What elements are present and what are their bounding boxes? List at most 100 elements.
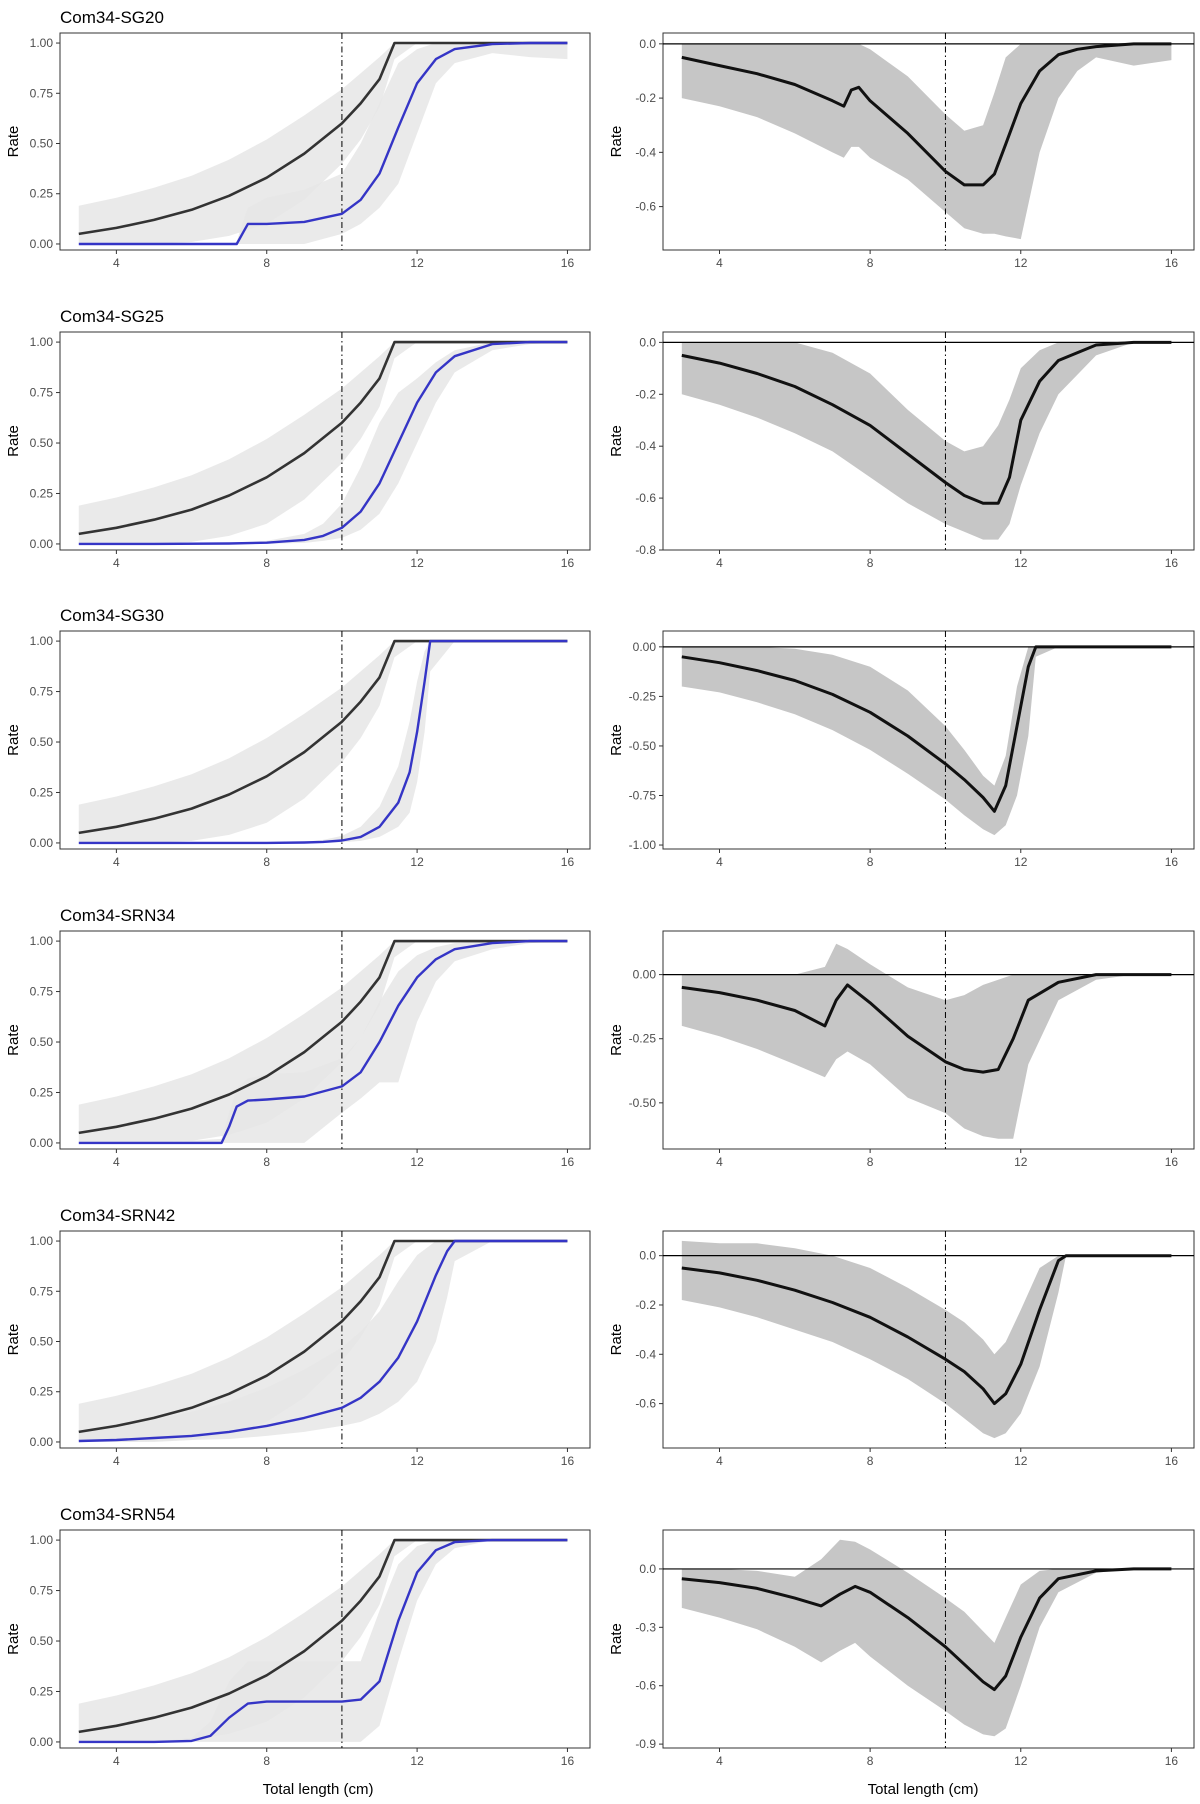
chart-sg25-selectivity-series-line-2 bbox=[78, 340, 568, 546]
chart-srn42-selectivity-x-tick-label: 12 bbox=[410, 1454, 424, 1468]
chart-srn42-delta-y-tick-label: -0.6 bbox=[635, 1397, 656, 1411]
chart-srn54-selectivity-band-1 bbox=[78, 1540, 568, 1742]
chart-sg30-selectivity-band-1 bbox=[78, 641, 568, 843]
chart-srn34-selectivity-x-tick-label: 8 bbox=[263, 1155, 270, 1169]
chart-sg30-selectivity-series-line-2 bbox=[78, 639, 568, 845]
chart-srn54-selectivity: 4 8 12 16 0.00 0.25 0.50 0.75 1.00 Rate Com34-SRN5… bbox=[5, 1505, 591, 1768]
chart-srn34-delta-plot-area bbox=[663, 931, 1194, 1149]
chart-srn54-selectivity-x-tick-label: 16 bbox=[561, 1754, 575, 1768]
chart-srn54-selectivity-title: Com34-SRN54 bbox=[60, 1505, 175, 1524]
chart-sg30-selectivity-x-tick-label: 4 bbox=[113, 855, 120, 869]
chart-sg25-selectivity-x-tick-label: 8 bbox=[263, 556, 270, 570]
chart-sg30-delta-y-tick-label: -1.00 bbox=[629, 838, 657, 852]
chart-sg20-delta-x-tick-label: 8 bbox=[867, 256, 874, 270]
chart-sg20-selectivity-y-tick-label: 1.00 bbox=[30, 36, 54, 50]
chart-srn54-delta-y-tick-label: -0.9 bbox=[635, 1737, 656, 1751]
chart-sg20-selectivity-band-1 bbox=[78, 43, 568, 244]
chart-sg30-delta-plot-area bbox=[663, 631, 1194, 849]
chart-srn42-selectivity-y-tick-label: 0.75 bbox=[30, 1284, 54, 1298]
chart-sg30-selectivity: 4 8 12 16 0.00 0.25 0.50 0.75 1.00 Rate Com34-SG30 bbox=[5, 606, 591, 869]
chart-srn54-selectivity-x-tick-label: 12 bbox=[410, 1754, 424, 1768]
chart-srn34-delta: 4 8 12 16 0.00 -0.25 -0.50 Rate bbox=[608, 930, 1195, 1169]
chart-sg25-selectivity-x-tick-label: 12 bbox=[410, 556, 424, 570]
chart-sg20-delta-y-tick-label: 0.0 bbox=[639, 37, 656, 51]
chart-sg30-delta-y-tick-label: 0.00 bbox=[633, 640, 657, 654]
x-axis-title-right: Total length (cm) bbox=[868, 1781, 979, 1798]
chart-sg30-selectivity-x-tick-label: 12 bbox=[410, 855, 424, 869]
chart-sg20-delta-plot-area bbox=[663, 33, 1194, 250]
chart-sg20-delta-band-1 bbox=[681, 43, 1172, 240]
chart-sg25-delta-y-tick-label: -0.2 bbox=[635, 387, 656, 401]
chart-srn54-delta-y-tick-label: -0.3 bbox=[635, 1620, 656, 1634]
chart-sg20-selectivity-y-tick-label: 0.75 bbox=[30, 86, 54, 100]
chart-srn54-delta-y-tick-label: 0.0 bbox=[639, 1562, 656, 1576]
chart-srn54-delta-x-tick-label: 16 bbox=[1165, 1754, 1179, 1768]
chart-srn34-selectivity-series-line-2 bbox=[78, 939, 568, 1145]
chart-srn54-selectivity-y-tick-label: 0.50 bbox=[30, 1634, 54, 1648]
chart-sg20-delta-y-axis-title: Rate bbox=[608, 126, 625, 158]
chart-srn34-delta-band-1 bbox=[681, 943, 1172, 1139]
chart-sg25-selectivity: 4 8 12 16 0.00 0.25 0.50 0.75 1.00 Rate Com34-SG25 bbox=[5, 307, 591, 570]
chart-sg25-selectivity-y-tick-label: 0.25 bbox=[30, 486, 54, 500]
chart-sg25-selectivity-y-axis-title: Rate bbox=[5, 425, 22, 457]
chart-sg30-selectivity-y-tick-label: 0.00 bbox=[30, 836, 54, 850]
chart-srn54-selectivity-y-axis-title: Rate bbox=[5, 1623, 22, 1655]
chart-srn34-delta-y-axis-title: Rate bbox=[608, 1024, 625, 1056]
chart-sg20-selectivity-x-tick-label: 4 bbox=[113, 256, 120, 270]
chart-sg30-selectivity-x-tick-label: 8 bbox=[263, 855, 270, 869]
chart-sg25-delta-x-tick-label: 12 bbox=[1014, 556, 1028, 570]
chart-srn34-selectivity-title: Com34-SRN34 bbox=[60, 906, 175, 925]
chart-srn42-delta-x-tick-label: 12 bbox=[1014, 1454, 1028, 1468]
chart-srn42-selectivity-x-tick-label: 16 bbox=[561, 1454, 575, 1468]
chart-srn34-selectivity-y-axis-title: Rate bbox=[5, 1024, 22, 1056]
chart-sg25-selectivity-y-tick-label: 0.00 bbox=[30, 537, 54, 551]
chart-sg30-selectivity-y-tick-label: 1.00 bbox=[30, 634, 54, 648]
chart-srn54-delta: 4 8 12 16 0.0 -0.3 -0.6 -0.9 Rate bbox=[608, 1529, 1195, 1768]
chart-srn54-delta-x-tick-label: 4 bbox=[716, 1754, 723, 1768]
chart-srn54-delta-x-tick-label: 12 bbox=[1014, 1754, 1028, 1768]
chart-srn42-selectivity-band-1 bbox=[78, 1241, 568, 1442]
chart-sg20-selectivity-series-line-2 bbox=[78, 41, 568, 246]
chart-srn42-selectivity-y-tick-label: 1.00 bbox=[30, 1234, 54, 1248]
chart-sg30-delta-y-tick-label: -0.50 bbox=[629, 739, 657, 753]
chart-sg20-selectivity-y-tick-label: 0.50 bbox=[30, 137, 54, 151]
chart-sg30-delta-x-tick-label: 12 bbox=[1014, 855, 1028, 869]
chart-srn54-delta-x-tick-label: 8 bbox=[867, 1754, 874, 1768]
chart-srn54-selectivity-series-line-2 bbox=[78, 1538, 568, 1744]
chart-sg20-delta: 4 8 12 16 0.0 -0.2 -0.4 -0.6 Rate bbox=[608, 32, 1195, 270]
chart-sg25-delta-y-tick-label: -0.4 bbox=[635, 439, 656, 453]
chart-srn42-delta-x-tick-label: 16 bbox=[1165, 1454, 1179, 1468]
chart-sg20-delta-series-line-1 bbox=[681, 42, 1172, 187]
chart-srn42-selectivity-x-tick-label: 4 bbox=[113, 1454, 120, 1468]
chart-sg20-selectivity-x-tick-label: 16 bbox=[561, 256, 575, 270]
chart-srn34-delta-x-tick-label: 8 bbox=[867, 1155, 874, 1169]
chart-srn54-selectivity-y-tick-label: 0.00 bbox=[30, 1735, 54, 1749]
chart-sg25-delta: 4 8 12 16 0.0 -0.2 -0.4 -0.6 -0.8 Rate bbox=[608, 331, 1195, 570]
chart-srn42-selectivity-x-tick-label: 8 bbox=[263, 1454, 270, 1468]
chart-srn42-delta-series-line-1 bbox=[681, 1254, 1172, 1406]
chart-sg20-selectivity-x-tick-label: 8 bbox=[263, 256, 270, 270]
chart-sg20-delta-x-tick-label: 4 bbox=[716, 256, 723, 270]
chart-sg25-selectivity-plot-area bbox=[78, 332, 568, 550]
chart-srn42-delta-plot-area bbox=[663, 1231, 1194, 1448]
chart-sg20-delta-y-tick-label: -0.6 bbox=[635, 200, 656, 214]
chart-srn54-selectivity-y-tick-label: 0.75 bbox=[30, 1584, 54, 1598]
chart-sg25-delta-x-tick-label: 16 bbox=[1165, 556, 1179, 570]
chart-sg25-selectivity-title: Com34-SG25 bbox=[60, 307, 164, 326]
chart-sg25-delta-series-line-1 bbox=[681, 340, 1172, 505]
chart-srn34-selectivity-y-tick-label: 1.00 bbox=[30, 934, 54, 948]
chart-sg30-delta: 4 8 12 16 0.00 -0.25 -0.50 -0.75 -1.00 Rate bbox=[608, 630, 1195, 869]
chart-sg30-delta-x-tick-label: 4 bbox=[716, 855, 723, 869]
chart-sg30-selectivity-y-axis-title: Rate bbox=[5, 724, 22, 756]
chart-sg20-delta-x-tick-label: 12 bbox=[1014, 256, 1028, 270]
chart-sg20-selectivity-y-tick-label: 0.25 bbox=[30, 187, 54, 201]
chart-srn34-delta-x-tick-label: 16 bbox=[1165, 1155, 1179, 1169]
chart-srn34-delta-series-line-1 bbox=[681, 973, 1172, 1074]
chart-srn34-delta-y-tick-label: 0.00 bbox=[633, 968, 657, 982]
chart-srn34-selectivity-series-line-1 bbox=[78, 939, 568, 1135]
chart-sg25-delta-y-tick-label: -0.6 bbox=[635, 491, 656, 505]
chart-srn34-selectivity-x-tick-label: 4 bbox=[113, 1155, 120, 1169]
chart-sg30-selectivity-y-tick-label: 0.75 bbox=[30, 685, 54, 699]
chart-srn34-selectivity-y-tick-label: 0.50 bbox=[30, 1035, 54, 1049]
